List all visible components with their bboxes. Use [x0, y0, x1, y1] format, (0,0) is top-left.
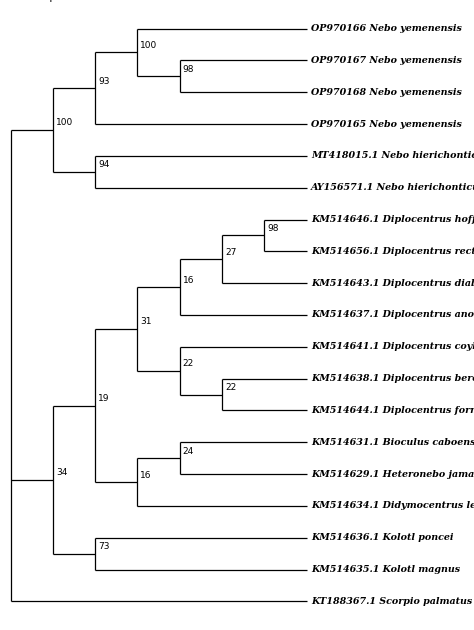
Text: 94: 94: [98, 160, 109, 169]
Text: 27: 27: [225, 248, 237, 257]
Text: Bootstrap consensus tree: Bootstrap consensus tree: [5, 0, 138, 1]
Text: 16: 16: [140, 471, 152, 479]
Text: KM514629.1 Heteronebo jamaicae: KM514629.1 Heteronebo jamaicae: [311, 469, 474, 479]
Text: KM514643.1 Diplocentrus diablo: KM514643.1 Diplocentrus diablo: [311, 278, 474, 288]
Text: 22: 22: [182, 359, 194, 368]
Text: 24: 24: [182, 447, 194, 455]
Text: 100: 100: [140, 41, 158, 50]
Text: 93: 93: [98, 77, 109, 86]
Text: OP970167 Nebo yemenensis: OP970167 Nebo yemenensis: [311, 56, 462, 65]
Text: OP970168 Nebo yemenensis: OP970168 Nebo yemenensis: [311, 88, 462, 97]
Text: KM514636.1 Kolotl poncei: KM514636.1 Kolotl poncei: [311, 533, 454, 542]
Text: AY156571.1 Nebo hierichonticus: AY156571.1 Nebo hierichonticus: [311, 183, 474, 192]
Text: 100: 100: [56, 118, 73, 127]
Text: 98: 98: [267, 224, 279, 233]
Text: 73: 73: [98, 542, 109, 551]
Text: KM514638.1 Diplocentrus bereai: KM514638.1 Diplocentrus bereai: [311, 374, 474, 383]
Text: MT418015.1 Nebo hierichonticus: MT418015.1 Nebo hierichonticus: [311, 151, 474, 161]
Text: 98: 98: [182, 65, 194, 74]
Text: KM514635.1 Kolotl magnus: KM514635.1 Kolotl magnus: [311, 565, 460, 574]
Text: OP970166 Nebo yemenensis: OP970166 Nebo yemenensis: [311, 24, 462, 33]
Text: 31: 31: [140, 318, 152, 326]
Text: KM514644.1 Diplocentrus formosus: KM514644.1 Diplocentrus formosus: [311, 406, 474, 415]
Text: KM514631.1 Bioculus caboensis: KM514631.1 Bioculus caboensis: [311, 438, 474, 447]
Text: 34: 34: [56, 468, 67, 477]
Text: 19: 19: [98, 394, 109, 403]
Text: KM514656.1 Diplocentrus rectimanus: KM514656.1 Diplocentrus rectimanus: [311, 247, 474, 256]
Text: KM514634.1 Didymocentrus lesueurii: KM514634.1 Didymocentrus lesueurii: [311, 501, 474, 510]
Text: 16: 16: [182, 275, 194, 285]
Text: KM514646.1 Diplocentrus hoffmanni: KM514646.1 Diplocentrus hoffmanni: [311, 215, 474, 224]
Text: 22: 22: [225, 383, 236, 392]
Text: KT188367.1 Scorpio palmatus: KT188367.1 Scorpio palmatus: [311, 597, 472, 606]
Text: KM514641.1 Diplocentrus coylei: KM514641.1 Diplocentrus coylei: [311, 342, 474, 352]
Text: KM514637.1 Diplocentrus anophthalmus: KM514637.1 Diplocentrus anophthalmus: [311, 311, 474, 319]
Text: OP970165 Nebo yemenensis: OP970165 Nebo yemenensis: [311, 120, 462, 129]
